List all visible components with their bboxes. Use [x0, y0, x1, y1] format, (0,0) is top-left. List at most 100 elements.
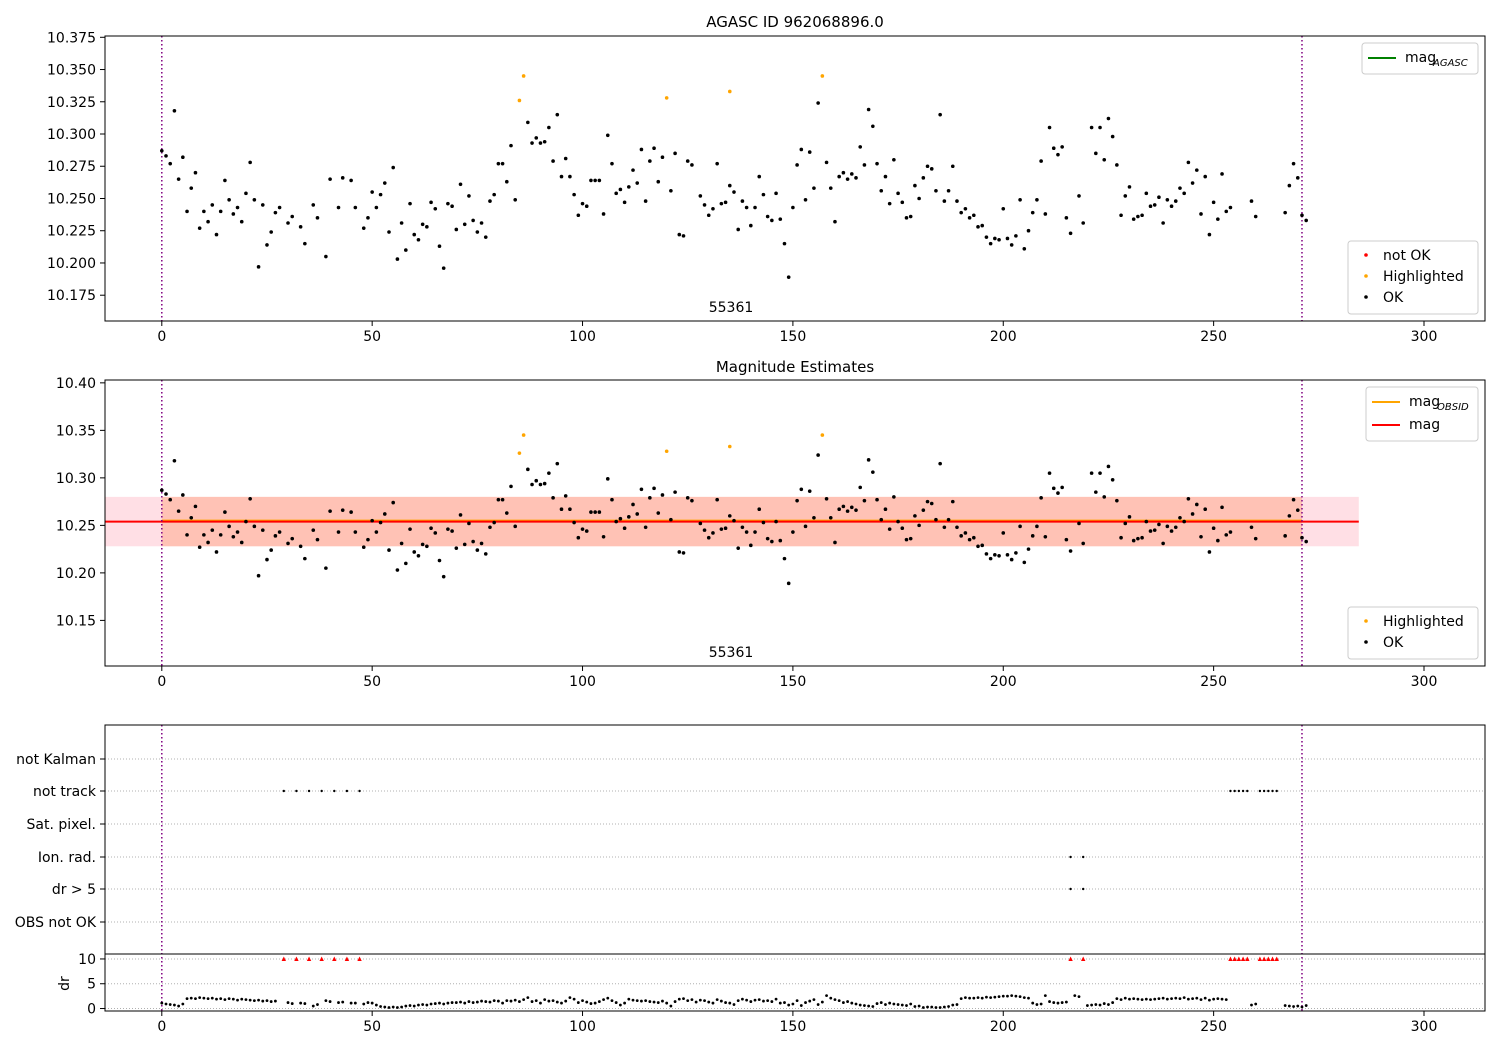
dr-point	[618, 1003, 622, 1007]
ok-point	[1026, 547, 1031, 551]
dr-point	[766, 999, 770, 1002]
ok-point	[976, 544, 980, 549]
flag-point	[282, 789, 286, 793]
ok-point	[277, 530, 282, 534]
dr-point	[863, 1004, 866, 1007]
ok-point	[610, 497, 614, 502]
dr-point	[177, 1004, 181, 1008]
ok-point	[778, 217, 783, 221]
y-tick-label: 10.350	[47, 63, 96, 79]
dr-point	[673, 1000, 677, 1003]
dr-point	[707, 1000, 711, 1004]
ok-point	[446, 527, 450, 531]
x-tick-label: 100	[569, 674, 596, 690]
ok-point	[1224, 533, 1229, 537]
ok-point	[1287, 183, 1292, 188]
ok-point	[185, 533, 189, 537]
dr-clipped-marker	[294, 956, 299, 961]
ok-point	[366, 216, 370, 220]
ok-point	[189, 186, 194, 190]
ok-point	[1039, 159, 1043, 163]
ok-point	[896, 191, 900, 196]
dr-point	[1250, 1003, 1253, 1007]
x-tick-label: 0	[157, 674, 166, 690]
dr-point	[1010, 994, 1014, 998]
x-tick-label: 0	[157, 1019, 166, 1035]
y-tick-label: 10.30	[56, 471, 96, 487]
dr-point	[968, 996, 972, 1000]
ok-point	[227, 197, 231, 202]
ok-point	[681, 234, 686, 238]
ok-point	[1102, 495, 1107, 499]
ok-point	[740, 199, 745, 203]
dr-point	[168, 1003, 172, 1006]
dr-point	[930, 1005, 934, 1009]
ok-point	[252, 524, 257, 529]
ok-point	[164, 492, 168, 496]
y-tick-label: 10.35	[56, 423, 96, 439]
ok-point	[218, 209, 223, 214]
dr-point	[513, 998, 517, 1002]
dr-point	[947, 1005, 950, 1008]
flag-label: Ion. rad.	[38, 850, 96, 866]
ok-point	[753, 530, 757, 534]
ok-point	[627, 515, 631, 519]
x-tick-label: 250	[1200, 329, 1227, 345]
ok-point	[1001, 531, 1006, 535]
ok-point	[336, 205, 341, 210]
ok-point	[950, 164, 955, 169]
ok-point	[399, 541, 404, 546]
ok-point	[534, 136, 539, 140]
dr-point	[833, 998, 837, 1001]
ok-point	[622, 526, 627, 531]
ok-point	[972, 213, 976, 218]
ok-point	[833, 219, 837, 224]
dr-point	[585, 1000, 589, 1004]
ok-point	[462, 222, 467, 227]
ok-point	[1169, 204, 1174, 209]
ok-point	[980, 543, 985, 548]
ok-point	[1194, 502, 1199, 507]
dr-point	[711, 1001, 715, 1005]
ok-point	[353, 530, 358, 534]
dr-point	[568, 996, 572, 1000]
ok-point	[711, 207, 715, 211]
dr-point	[366, 1001, 370, 1004]
ok-point	[1224, 209, 1229, 214]
dr-point	[753, 998, 757, 1002]
dr-clipped-marker	[319, 956, 324, 961]
ok-point	[483, 235, 488, 239]
ok-point	[955, 199, 959, 203]
ok-point	[631, 168, 635, 172]
flag-label: dr > 5	[52, 882, 96, 898]
ok-point	[795, 498, 799, 503]
dr-point	[1031, 1001, 1035, 1005]
ok-point	[727, 514, 732, 518]
dr-point	[682, 997, 685, 1001]
ok-point	[1009, 557, 1014, 562]
ok-point	[479, 221, 484, 225]
ok-point	[1304, 539, 1308, 544]
dr-point	[412, 1004, 416, 1008]
flag-label: Sat. pixel.	[27, 817, 96, 833]
y-tick-label: 10.225	[47, 224, 96, 240]
dr-point	[1006, 994, 1009, 998]
ok-point	[677, 550, 682, 554]
dr-point	[888, 1001, 892, 1005]
ok-point	[446, 201, 450, 206]
dr-point	[1283, 1004, 1287, 1007]
dr-point	[635, 999, 639, 1002]
ok-point	[496, 161, 501, 166]
flag-point	[358, 789, 361, 793]
ok-point	[336, 530, 341, 534]
ok-point	[770, 539, 774, 544]
ok-point	[1018, 197, 1022, 202]
dr-point	[1132, 997, 1136, 1001]
ok-point	[340, 508, 345, 512]
dr-point	[1115, 997, 1119, 1001]
dr-point	[1186, 997, 1190, 1001]
ok-point	[1022, 560, 1027, 565]
ok-point	[685, 159, 690, 163]
ok-point	[269, 548, 273, 552]
ok-point	[231, 212, 236, 216]
